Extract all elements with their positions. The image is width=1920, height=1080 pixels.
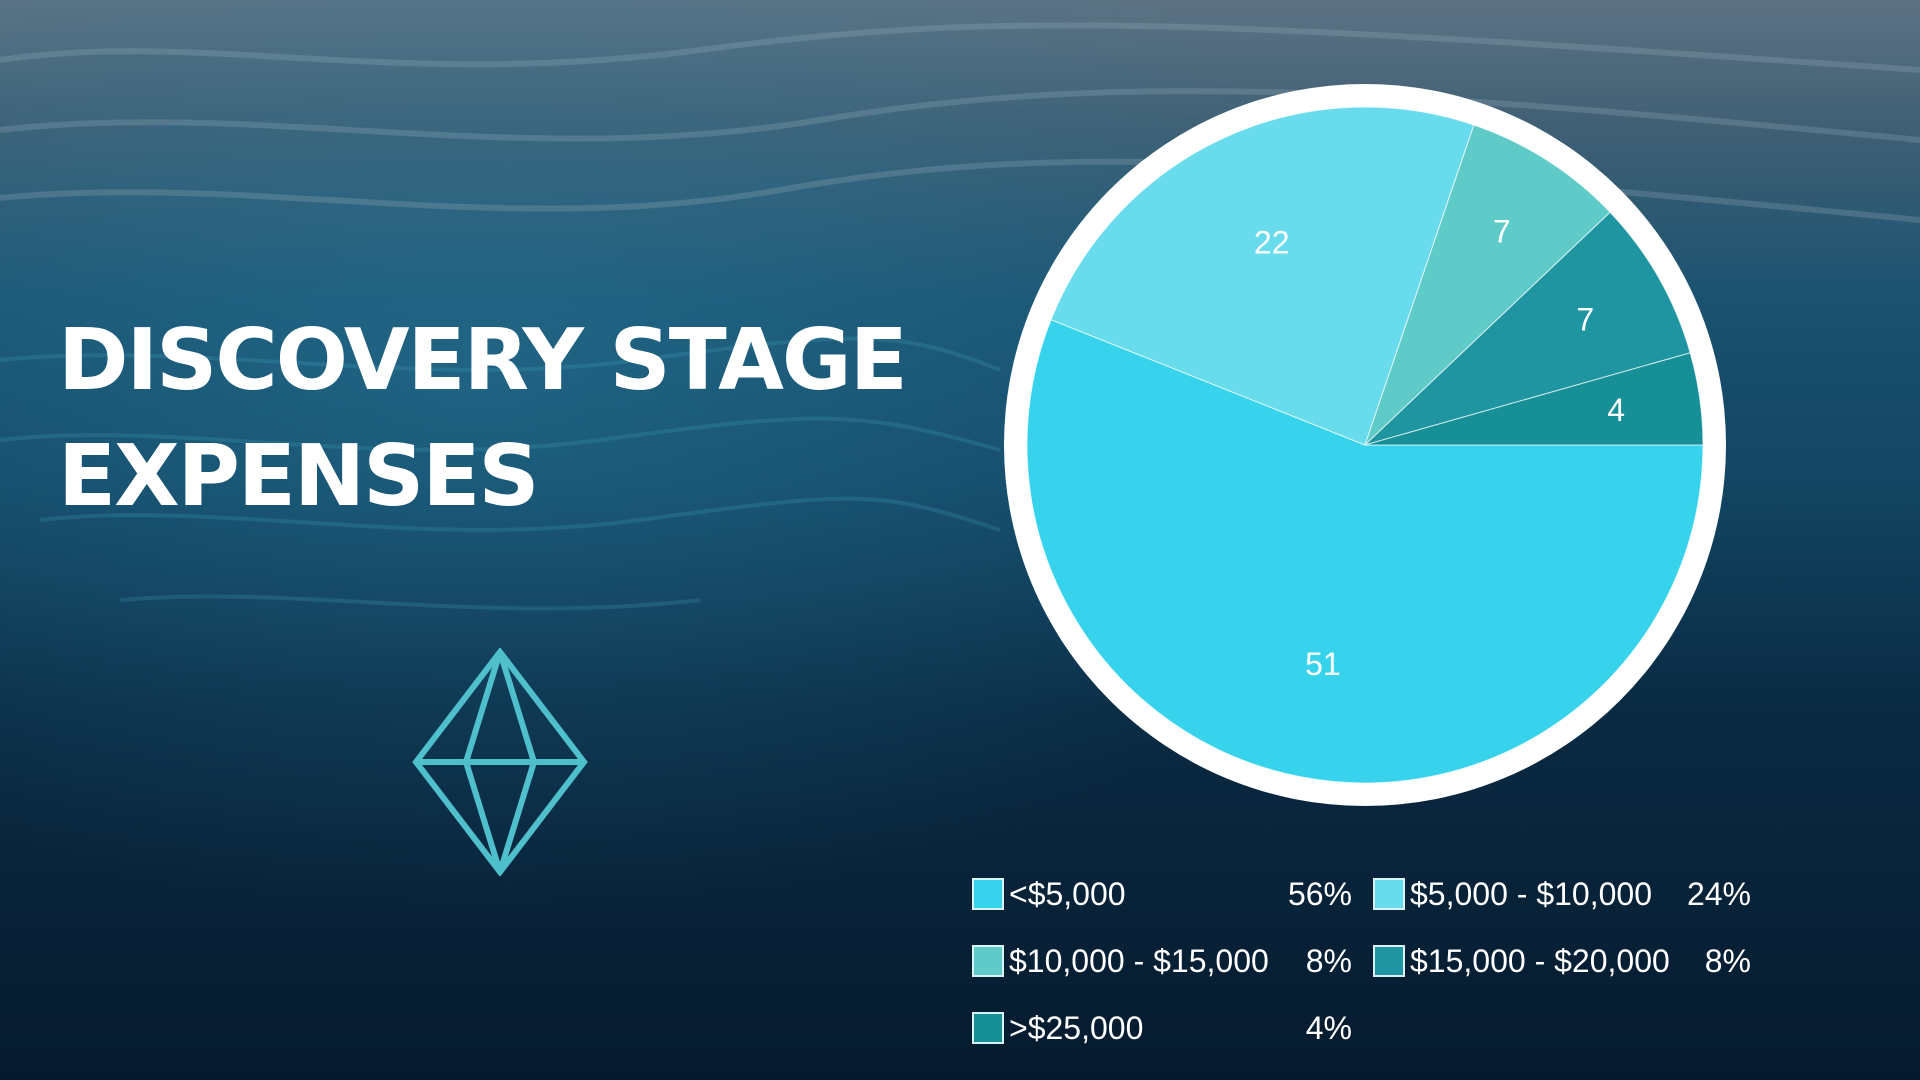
legend-swatch [972,1012,1004,1044]
pie-slice [1026,319,1704,784]
diamond-icon [412,648,588,876]
legend-item: >$25,000 4% [972,1009,1352,1047]
legend-item: <$5,000 56% [972,875,1352,913]
legend-label: $15,000 - $20,000 [1410,942,1670,979]
legend-label: $10,000 - $15,000 [1009,942,1269,979]
legend-item: $10,000 - $15,000 8% [972,942,1352,980]
pie-slice [1364,124,1611,446]
slice-data-label: 51 [1305,646,1341,682]
legend-percent: 56% [1287,875,1352,912]
legend-percent: 8% [1305,942,1352,979]
page-title: DISCOVERY STAGE EXPENSES [58,303,958,535]
legend-percent: 4% [1305,1009,1352,1046]
legend-swatch [1373,878,1405,910]
legend-swatch [972,878,1004,910]
legend-item: $15,000 - $20,000 8% [1373,942,1751,980]
legend-item: $5,000 - $10,000 24% [1373,875,1751,913]
slice-data-label: 4 [1607,392,1625,428]
slice-data-label: 22 [1254,224,1290,260]
legend-swatch [1373,945,1405,977]
legend-label: <$5,000 [1009,875,1126,912]
title-line-2: EXPENSES [58,427,540,526]
legend-swatch [972,945,1004,977]
pie-slice [1050,106,1475,446]
legend-label: >$25,000 [1009,1009,1144,1046]
slice-data-label: 7 [1576,302,1594,338]
pie-slice [1364,352,1704,446]
legend-percent: 8% [1704,942,1751,979]
title-line-1: DISCOVERY STAGE [58,311,908,410]
slice-data-label: 7 [1493,214,1511,250]
legend-percent: 24% [1686,875,1751,912]
pie-slice [1364,211,1691,446]
pie-chart: 51 22 7 7 4 [1004,84,1726,806]
chart-legend: <$5,000 56% $5,000 - $10,000 24% $10,000… [972,875,1772,1075]
legend-label: $5,000 - $10,000 [1410,875,1652,912]
